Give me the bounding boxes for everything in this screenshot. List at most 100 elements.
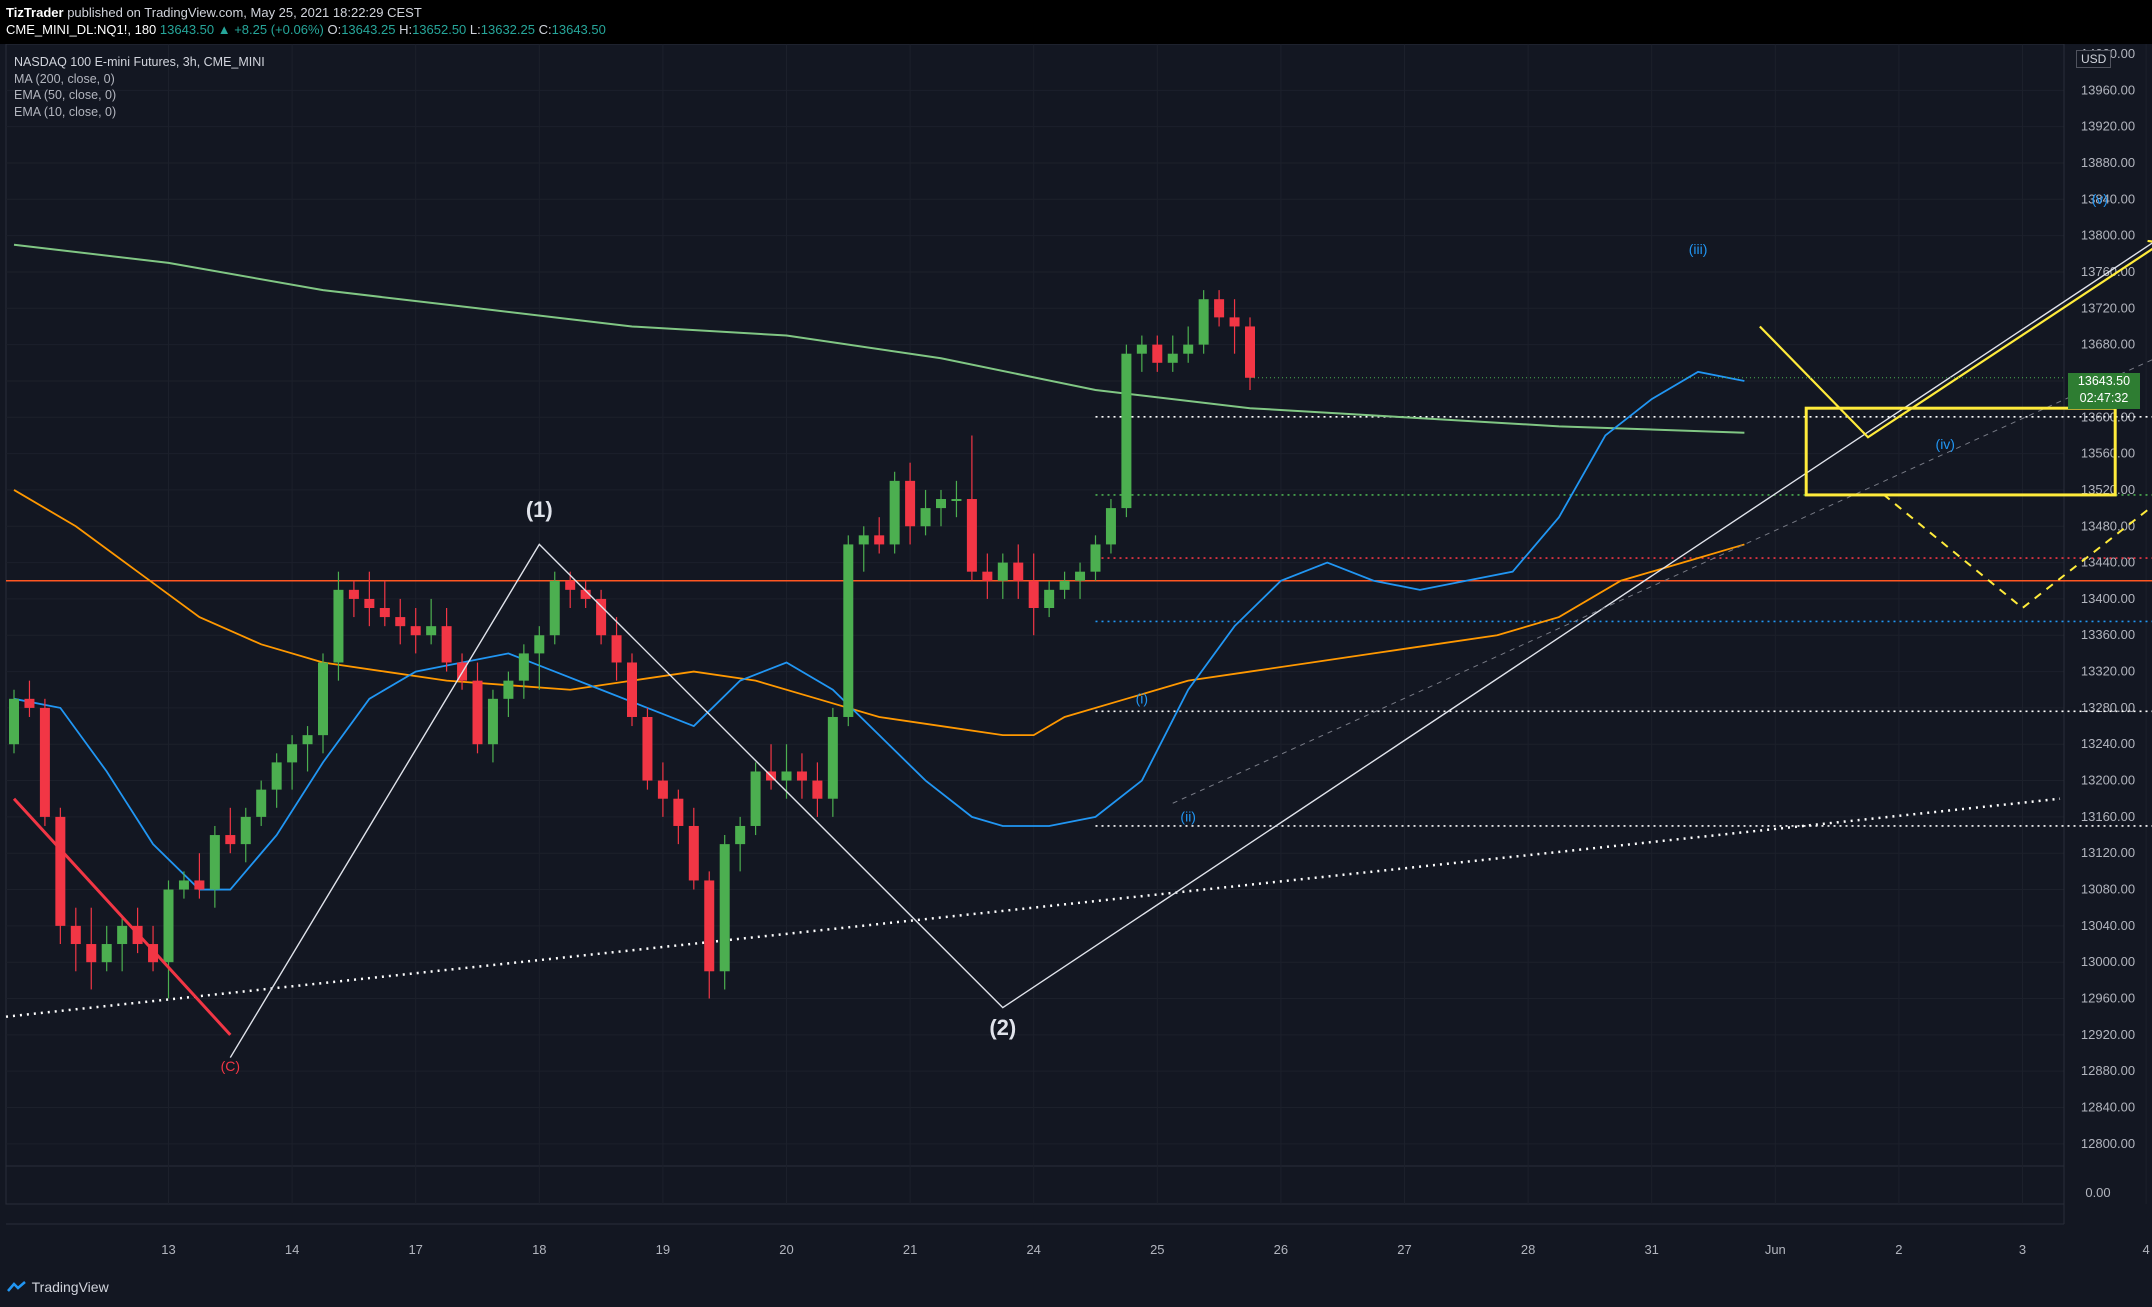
brand-name: TradingView xyxy=(31,1279,109,1295)
symbol-label: CME_MINI_DL:NQ1!, 180 xyxy=(6,22,157,37)
y-tick-label: 12880.00 xyxy=(2081,1063,2135,1078)
x-tick-label: Jun xyxy=(1765,1242,1786,1257)
candle-body xyxy=(86,944,97,963)
wave-label: (v) xyxy=(2092,191,2108,207)
candle-body xyxy=(503,680,514,699)
target-zone-box[interactable] xyxy=(1804,406,2117,497)
footer-bar: TradingView xyxy=(0,1268,2152,1307)
x-tick-label: 4 xyxy=(2142,1242,2149,1257)
candle-body xyxy=(750,771,761,826)
legend-ma200[interactable]: MA (200, close, 0) xyxy=(14,71,115,86)
wave-label: (C) xyxy=(221,1058,240,1074)
candle-body xyxy=(287,744,298,763)
close-value: 13643.50 xyxy=(551,22,606,37)
candle-body xyxy=(565,580,576,590)
open-label: O: xyxy=(327,22,342,37)
y-tick-label: 13520.00 xyxy=(2081,482,2135,497)
bar-countdown: 02:47:32 xyxy=(2079,391,2129,405)
open-value: 13643.25 xyxy=(341,22,396,37)
candle-body xyxy=(549,580,560,636)
x-tick-label: 31 xyxy=(1644,1242,1658,1257)
candle-body xyxy=(395,617,406,627)
legend-title[interactable]: NASDAQ 100 E-mini Futures, 3h, CME_MINI xyxy=(14,55,265,69)
candle-body xyxy=(1152,344,1163,363)
y-tick-label: 13600.00 xyxy=(2081,409,2135,424)
candle-body xyxy=(611,635,622,663)
candle-body xyxy=(1059,580,1070,590)
candle-body xyxy=(534,635,545,654)
candle-body xyxy=(982,571,993,581)
candle-body xyxy=(1013,562,1024,581)
candle-body xyxy=(148,944,159,963)
candle-body xyxy=(580,589,591,599)
legend-ema10[interactable]: EMA (10, close, 0) xyxy=(14,104,117,119)
y-tick-label: 13040.00 xyxy=(2081,918,2135,933)
y-tick-label: 13960.00 xyxy=(2081,82,2135,97)
y-tick-label: 13000.00 xyxy=(2081,954,2135,969)
candle-body xyxy=(1198,299,1209,345)
published-info: published on TradingView.com, May 25, 20… xyxy=(67,5,422,20)
tradingview-logo[interactable]: TradingView xyxy=(6,1279,109,1295)
candle-body xyxy=(441,626,452,663)
price-chart[interactable]: 13960.00 13920.00 13880.00 13840.00 13800.00… xyxy=(0,44,2152,1268)
candle-body xyxy=(117,925,128,945)
wave-label: (iii) xyxy=(1689,241,1708,257)
dotted-trendline[interactable] xyxy=(5,797,2061,1018)
candle-body xyxy=(596,598,607,636)
y-tick-label: 13240.00 xyxy=(2081,736,2135,751)
candle-body xyxy=(858,535,869,545)
author-name[interactable]: TizTrader xyxy=(6,5,64,20)
plot-frame xyxy=(5,44,2065,1205)
candle-body xyxy=(936,499,946,509)
x-tick-label: 17 xyxy=(408,1242,422,1257)
legend-ema50[interactable]: EMA (50, close, 0) xyxy=(14,88,117,102)
candle-body xyxy=(627,662,637,717)
publisher-bar: TizTrader published on TradingView.com, … xyxy=(0,0,2152,44)
x-tick-label: 25 xyxy=(1150,1242,1164,1257)
candle-body xyxy=(796,771,807,781)
ohlc-line: CME_MINI_DL:NQ1!, 180 13643.50 ▲ +8.25 (… xyxy=(6,22,606,37)
candle-body xyxy=(39,707,50,817)
x-tick-label: 27 xyxy=(1397,1242,1411,1257)
candle-body xyxy=(874,535,885,545)
x-tick-label: 18 xyxy=(532,1242,546,1257)
x-tick-label: 19 xyxy=(656,1242,670,1257)
candle-body xyxy=(1245,326,1255,378)
y-tick-label: 13440.00 xyxy=(2081,555,2135,570)
y-tick-label: 13280.00 xyxy=(2081,700,2135,715)
candle-body xyxy=(1090,544,1101,572)
wave-label: (ii) xyxy=(1180,808,1196,824)
y-tick-label: 13080.00 xyxy=(2081,882,2135,897)
y-tick-label: 12920.00 xyxy=(2081,1027,2135,1042)
y-tick-label: 13800.00 xyxy=(2081,228,2135,243)
candle-body xyxy=(302,735,313,745)
candle-body xyxy=(688,825,699,881)
wave-c-leg xyxy=(12,797,232,1036)
candle-body xyxy=(704,880,715,972)
candle-body xyxy=(997,562,1008,581)
candle-body xyxy=(364,598,375,608)
candle-body xyxy=(271,762,282,790)
candle-body xyxy=(966,499,977,572)
candle-body xyxy=(256,789,267,817)
y-tick-label: 13160.00 xyxy=(2081,809,2135,824)
x-tick-label: 24 xyxy=(1026,1242,1040,1257)
projected-path-alternate xyxy=(1882,493,2152,610)
y-tick-label: 12800.00 xyxy=(2081,1136,2135,1151)
low-label: L: xyxy=(469,22,481,37)
wave-label: (i) xyxy=(1136,690,1148,706)
ema10-line xyxy=(13,370,1745,891)
candle-body xyxy=(920,508,931,527)
projected-path-primary xyxy=(1759,247,2152,439)
candle-body xyxy=(348,589,359,599)
y-tick-label: 13760.00 xyxy=(2081,264,2135,279)
wave-label: (1) xyxy=(526,497,553,522)
candle-body xyxy=(781,771,792,781)
candle-body xyxy=(209,835,220,890)
currency-badge[interactable]: USD xyxy=(2076,50,2112,68)
candle-body xyxy=(101,944,112,963)
last-price-badge: 13643.50 02:47:32 xyxy=(2068,373,2140,409)
candle-body xyxy=(518,653,529,681)
y-tick-label: 13720.00 xyxy=(2081,300,2135,315)
high-label: H: xyxy=(399,22,413,37)
